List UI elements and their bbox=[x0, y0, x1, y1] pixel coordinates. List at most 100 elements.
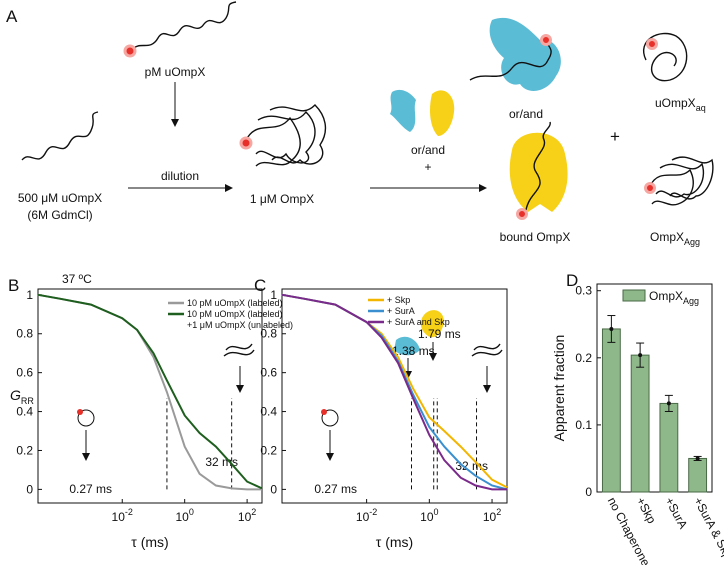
plot-frame bbox=[596, 283, 713, 493]
aggregate bbox=[245, 104, 327, 167]
marker-label: 1.38 ms bbox=[392, 344, 435, 358]
y-tick-label: 0.3 bbox=[575, 284, 592, 298]
y-tick-label: 0.8 bbox=[260, 327, 277, 341]
x-tick-base: 10 bbox=[483, 510, 497, 524]
icon bbox=[471, 343, 503, 357]
label: or/and bbox=[509, 107, 543, 121]
legend-main: OmpX bbox=[649, 289, 683, 303]
x-tick-exponent: -2 bbox=[125, 507, 133, 517]
icon bbox=[77, 409, 95, 427]
y-tick-label: 0.4 bbox=[260, 405, 277, 419]
legend-label: + Skp bbox=[387, 295, 410, 305]
x-tick-exponent: 2 bbox=[496, 507, 501, 517]
point bbox=[638, 353, 643, 358]
series-line bbox=[37, 293, 263, 490]
y-tick-label: 0 bbox=[585, 485, 592, 499]
legend-label: 10 pM uOmpX (labeled) bbox=[187, 309, 283, 319]
x-tick-label: 10-2 bbox=[112, 507, 133, 524]
bar bbox=[659, 402, 679, 493]
x-tick-base: 10 bbox=[356, 510, 370, 524]
legend-label: 10 pM uOmpX (labeled) bbox=[187, 298, 283, 308]
label: + bbox=[610, 127, 620, 146]
panel-label: D bbox=[566, 271, 578, 290]
x-tick-label: 102 bbox=[483, 507, 501, 524]
x-axis-label: τ (ms) bbox=[131, 534, 168, 550]
x-tick-label: 10-2 bbox=[356, 507, 377, 524]
label-main: uOmpX bbox=[655, 96, 696, 110]
x-tick-base: 10 bbox=[238, 510, 252, 524]
legend-sub: Agg bbox=[683, 296, 699, 306]
x-tick-base: 10 bbox=[420, 510, 434, 524]
bar bbox=[688, 457, 708, 493]
plot-icons bbox=[77, 310, 503, 461]
y-tick-label: 0.6 bbox=[16, 366, 33, 380]
legend-label: OmpXAgg bbox=[649, 289, 699, 306]
y-tick-label: 0.6 bbox=[260, 366, 277, 380]
label-sub: aq bbox=[696, 103, 706, 113]
note: 37 ºC bbox=[62, 272, 92, 286]
label-main: OmpX bbox=[650, 230, 684, 244]
label: dilution bbox=[161, 169, 199, 183]
label: OmpXAgg bbox=[650, 230, 700, 247]
chain bbox=[131, 1, 237, 51]
label: or/and bbox=[411, 143, 445, 157]
y-tick-label: 0.1 bbox=[575, 418, 592, 432]
label: uOmpXaq bbox=[655, 96, 706, 113]
x-tick-exponent: -2 bbox=[369, 507, 377, 517]
y-tick-label: 0.2 bbox=[260, 443, 277, 457]
y-tick-label: 1 bbox=[270, 288, 277, 302]
y-tick-label: 0 bbox=[270, 482, 277, 496]
panel-label: C bbox=[254, 276, 266, 295]
point bbox=[609, 326, 614, 331]
icon bbox=[321, 409, 339, 427]
label-sub: Agg bbox=[684, 237, 700, 247]
legend-label: + SurA bbox=[387, 306, 415, 316]
label: pM uOmpX bbox=[145, 65, 206, 79]
icon bbox=[394, 336, 420, 356]
marker-label: 0.27 ms bbox=[69, 482, 112, 496]
label: 500 μM uOmpX bbox=[18, 191, 102, 205]
x-tick-label: +SurA bbox=[662, 495, 690, 531]
x-tick-label: 100 bbox=[420, 507, 438, 524]
plot-frame bbox=[281, 288, 508, 504]
label: (6M GdmCl) bbox=[27, 208, 92, 222]
sura-complex bbox=[509, 132, 568, 212]
x-tick-label: +Skp bbox=[633, 495, 659, 526]
point bbox=[666, 401, 671, 406]
y-tick-label: 0 bbox=[26, 482, 33, 496]
series-line bbox=[281, 293, 507, 491]
label: 1 μM OmpX bbox=[250, 192, 314, 206]
icon bbox=[420, 310, 444, 338]
marker-label: 32 ms bbox=[455, 459, 488, 473]
y-axis-label: Apparent fraction bbox=[551, 335, 567, 442]
y-label-sub: RR bbox=[21, 396, 34, 406]
x-tick-label: +SurA & Skp bbox=[691, 495, 724, 562]
icon bbox=[223, 343, 255, 357]
x-tick-exponent: 0 bbox=[434, 507, 439, 517]
plot-frame bbox=[37, 288, 263, 504]
panel-label: B bbox=[8, 276, 19, 295]
label: bound OmpX bbox=[500, 230, 571, 244]
x-tick-label: 100 bbox=[175, 507, 193, 524]
legend-swatch bbox=[622, 289, 646, 302]
x-axis-label: τ (ms) bbox=[376, 534, 413, 550]
chain bbox=[21, 111, 99, 161]
x-tick-label: 102 bbox=[238, 507, 256, 524]
y-tick-label: 0.2 bbox=[575, 351, 592, 365]
dye bbox=[239, 136, 253, 150]
x-tick-exponent: 0 bbox=[189, 507, 194, 517]
x-tick-base: 10 bbox=[112, 510, 126, 524]
panel-a: A pM uOmpX 500 μM uOmpX (6M GdmCl) dilut… bbox=[6, 1, 714, 247]
legend-label: + SurA and Skp bbox=[387, 317, 450, 327]
dye bbox=[123, 44, 137, 58]
y-tick-label: 0.8 bbox=[16, 327, 33, 341]
bar bbox=[630, 354, 650, 493]
bar bbox=[601, 328, 621, 493]
dye bbox=[644, 182, 656, 194]
icon bbox=[77, 409, 83, 415]
x-tick-base: 10 bbox=[175, 510, 189, 524]
dye bbox=[540, 34, 552, 46]
x-tick-exponent: 2 bbox=[251, 507, 256, 517]
panel-label: A bbox=[6, 7, 18, 26]
